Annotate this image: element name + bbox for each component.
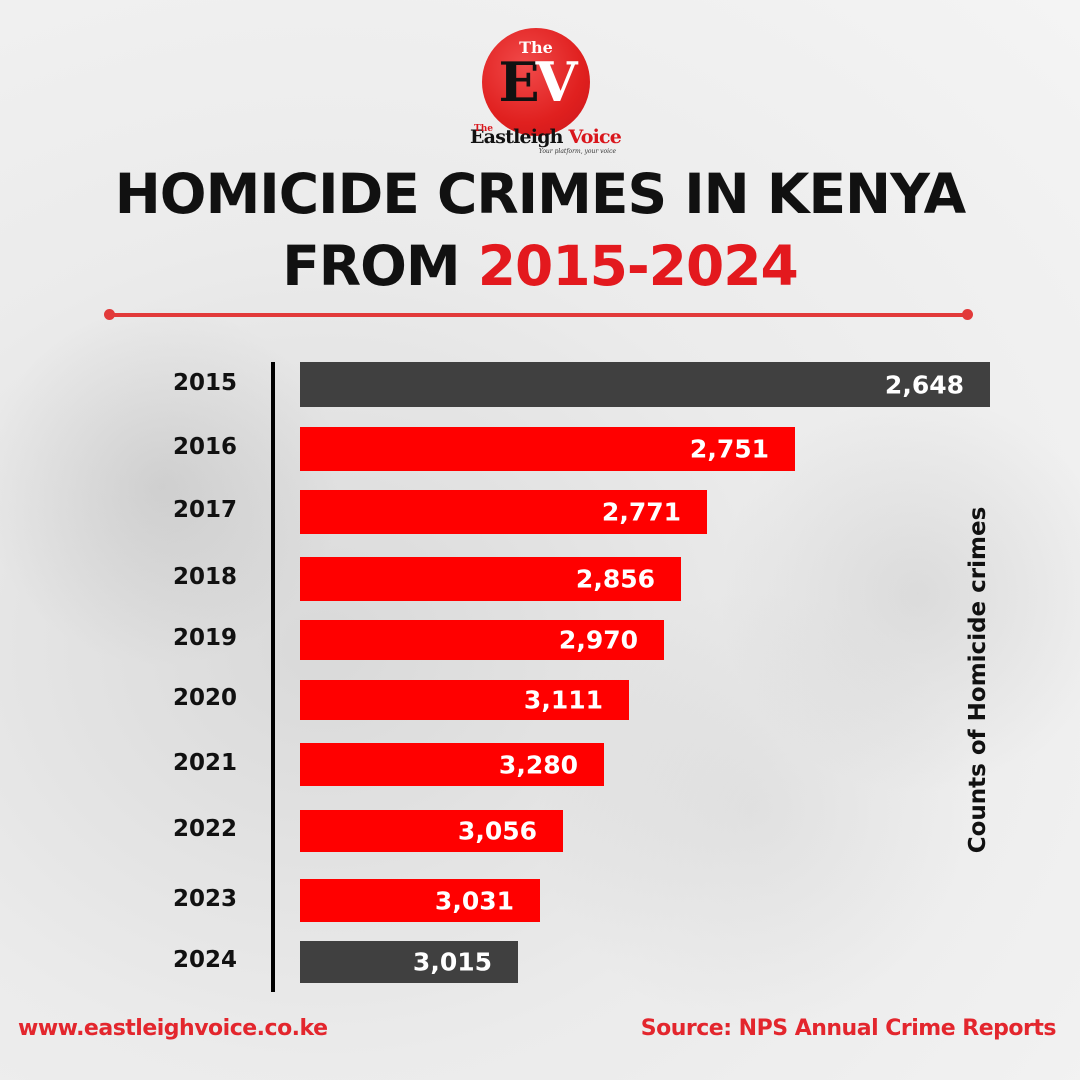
divider-dot-right: [962, 309, 973, 320]
bar-2016: 2,751: [300, 427, 795, 471]
bar-2019: 2,970: [300, 620, 664, 660]
bar-2017: 2,771: [300, 490, 707, 534]
year-label: 2023: [172, 885, 237, 912]
divider-dot-left: [104, 309, 115, 320]
wordmark-name: Eastleigh Voice: [470, 126, 622, 148]
bar-value-label: 2,970: [558, 625, 638, 655]
axis-label: Counts of Homicide crimes: [965, 506, 991, 854]
bar-value-label: 3,056: [457, 816, 537, 846]
year-label: 2015: [172, 369, 237, 396]
logo-v: V: [535, 50, 578, 114]
page-title: HOMICIDE CRIMES IN KENYA FROM 2015-2024: [0, 158, 1080, 302]
year-label: 2019: [172, 625, 237, 651]
title-line-2: FROM 2015-2024: [0, 230, 1080, 302]
bar-2023: 3,031: [300, 879, 540, 922]
bar-value-label: 3,015: [412, 947, 492, 977]
year-label: 2021: [172, 749, 237, 776]
bar-value-label: 3,031: [434, 886, 514, 915]
year-label: 2022: [172, 816, 237, 842]
website-link[interactable]: www.eastleighvoice.co.ke: [18, 1016, 328, 1041]
wordmark-voice: Voice: [568, 126, 622, 148]
title-prefix: FROM: [282, 234, 478, 298]
source-note: Source: NPS Annual Crime Reports: [640, 1016, 1057, 1041]
wordmark-tagline: Your platform, your voice: [538, 148, 616, 155]
bar-value-label: 2,771: [601, 497, 681, 527]
bar-value-label: 3,280: [498, 750, 578, 779]
bar-value-label: 2,856: [575, 564, 655, 594]
bar-2024: 3,015: [300, 941, 518, 983]
wordmark-the: The: [474, 124, 493, 134]
bar-2022: 3,056: [300, 810, 563, 852]
logo-ev-letters: EV: [482, 54, 590, 110]
title-year-range: 2015-2024: [477, 234, 799, 298]
wordmark-eastleigh: Eastleigh: [470, 126, 564, 148]
divider-line: [109, 313, 967, 317]
bar-2020: 3,111: [300, 680, 629, 720]
brand-wordmark: The Eastleigh Voice Your platform, your …: [470, 122, 622, 155]
bar-value-label: 3,111: [523, 685, 603, 715]
year-label: 2018: [172, 564, 237, 590]
year-label: 2016: [172, 434, 237, 460]
year-label: 2020: [172, 685, 237, 711]
year-label: 2024: [172, 947, 237, 973]
bar-2018: 2,856: [300, 557, 681, 601]
y-axis-line: [271, 362, 275, 992]
bar-2015: 2,648: [300, 362, 990, 407]
logo-e: E: [498, 50, 539, 114]
title-line-1: HOMICIDE CRIMES IN KENYA: [114, 162, 966, 226]
logo-the-text: The: [519, 38, 553, 57]
bar-value-label: 2,751: [689, 434, 769, 464]
bar-value-label: 2,648: [884, 370, 964, 399]
year-label: 2017: [172, 497, 237, 523]
bar-2021: 3,280: [300, 743, 604, 786]
ev-logo: The EV: [482, 28, 590, 136]
